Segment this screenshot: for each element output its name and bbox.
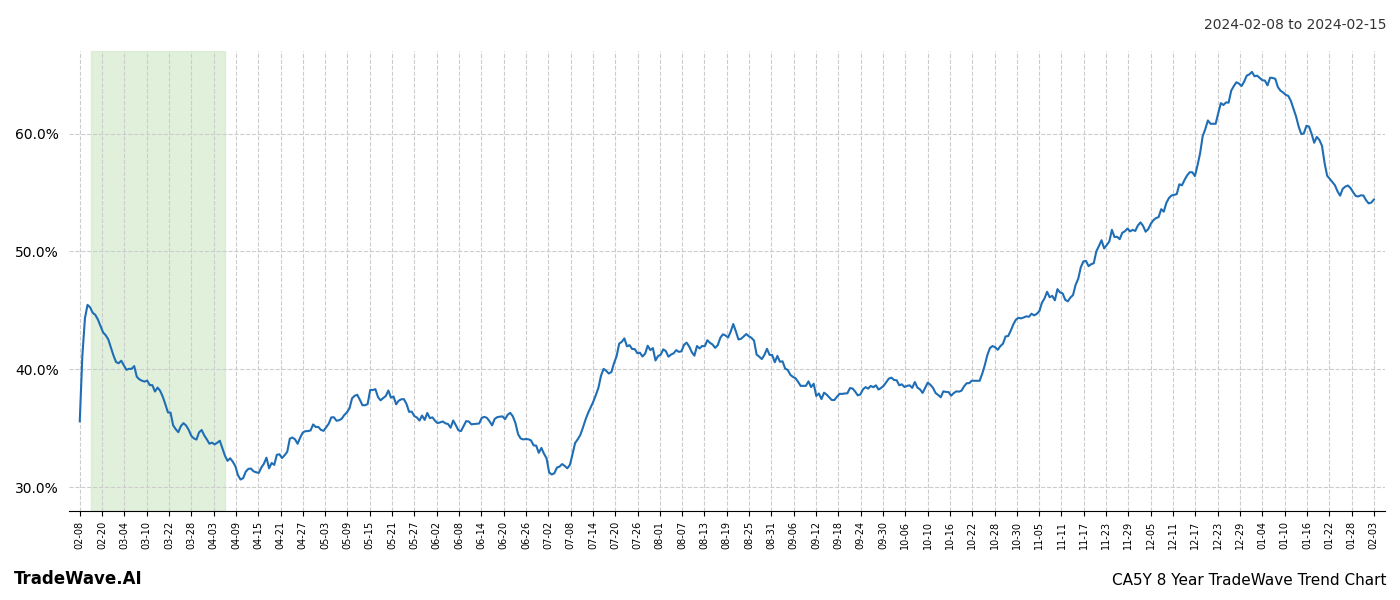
Text: TradeWave.AI: TradeWave.AI [14,570,143,588]
Text: CA5Y 8 Year TradeWave Trend Chart: CA5Y 8 Year TradeWave Trend Chart [1112,573,1386,588]
Text: 2024-02-08 to 2024-02-15: 2024-02-08 to 2024-02-15 [1204,18,1386,32]
Bar [91,51,225,511]
